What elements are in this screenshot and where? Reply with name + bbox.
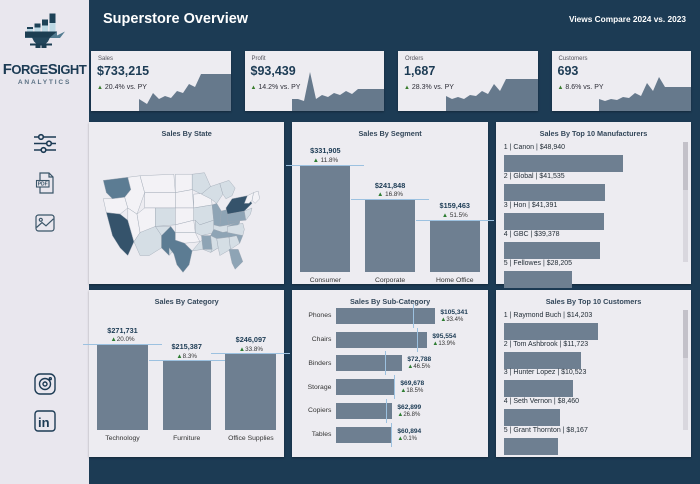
- svg-text:PDF: PDF: [38, 181, 48, 187]
- svg-text:in: in: [38, 415, 50, 430]
